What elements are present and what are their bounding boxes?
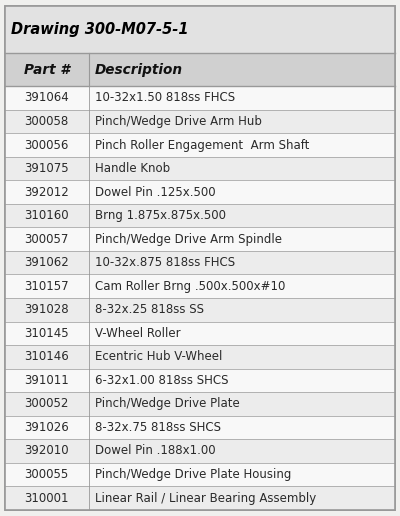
Text: Ecentric Hub V-Wheel: Ecentric Hub V-Wheel	[95, 350, 222, 363]
Bar	[5, 298, 395, 321]
Text: 10-32x.875 818ss FHCS: 10-32x.875 818ss FHCS	[95, 256, 235, 269]
Text: 300056: 300056	[24, 138, 69, 152]
Text: 310157: 310157	[24, 280, 69, 293]
Bar	[5, 110, 395, 133]
Text: 300057: 300057	[24, 233, 69, 246]
Text: 391011: 391011	[24, 374, 69, 387]
Bar	[5, 53, 395, 86]
Text: 300055: 300055	[25, 468, 69, 481]
Text: 8-32x.25 818ss SS: 8-32x.25 818ss SS	[95, 303, 204, 316]
Text: Linear Rail / Linear Bearing Assembly: Linear Rail / Linear Bearing Assembly	[95, 492, 316, 505]
Text: Pinch/Wedge Drive Arm Hub: Pinch/Wedge Drive Arm Hub	[95, 115, 262, 128]
Text: 310160: 310160	[24, 209, 69, 222]
Text: Part #: Part #	[24, 63, 70, 77]
Text: Brng 1.875x.875x.500: Brng 1.875x.875x.500	[95, 209, 226, 222]
Bar	[5, 86, 395, 110]
Text: 391028: 391028	[24, 303, 69, 316]
Bar	[5, 251, 395, 275]
Text: 391062: 391062	[24, 256, 69, 269]
Text: Dowel Pin .188x1.00: Dowel Pin .188x1.00	[95, 444, 215, 458]
Text: Pinch/Wedge Drive Arm Spindle: Pinch/Wedge Drive Arm Spindle	[95, 233, 282, 246]
Text: 10-32x1.50 818ss FHCS: 10-32x1.50 818ss FHCS	[95, 91, 235, 104]
Text: Pinch/Wedge Drive Plate: Pinch/Wedge Drive Plate	[95, 397, 240, 410]
Text: 391026: 391026	[24, 421, 69, 434]
Bar	[5, 463, 395, 486]
Bar	[5, 368, 395, 392]
Text: 392010: 392010	[24, 444, 69, 458]
Text: 391075: 391075	[24, 162, 69, 175]
Bar	[5, 6, 395, 53]
Text: Handle Knob: Handle Knob	[95, 162, 170, 175]
Text: Drawing 300-M07-5-1: Drawing 300-M07-5-1	[11, 22, 188, 37]
Text: 300058: 300058	[25, 115, 69, 128]
Bar	[5, 275, 395, 298]
Bar	[5, 157, 395, 180]
Bar	[5, 416, 395, 439]
Text: 310145: 310145	[24, 327, 69, 340]
Text: Dowel Pin .125x.500: Dowel Pin .125x.500	[95, 186, 215, 199]
Bar	[5, 345, 395, 368]
Bar	[5, 133, 395, 157]
Bar	[5, 392, 395, 416]
Text: Pinch/Wedge Drive Plate Housing: Pinch/Wedge Drive Plate Housing	[95, 468, 291, 481]
Bar	[5, 180, 395, 204]
Text: 391064: 391064	[24, 91, 69, 104]
Text: 8-32x.75 818ss SHCS: 8-32x.75 818ss SHCS	[95, 421, 221, 434]
Text: Pinch Roller Engagement  Arm Shaft: Pinch Roller Engagement Arm Shaft	[95, 138, 309, 152]
Bar	[5, 321, 395, 345]
Text: 392012: 392012	[24, 186, 69, 199]
Text: 310001: 310001	[24, 492, 69, 505]
Text: 300052: 300052	[24, 397, 69, 410]
Bar	[5, 228, 395, 251]
Text: 6-32x1.00 818ss SHCS: 6-32x1.00 818ss SHCS	[95, 374, 228, 387]
Text: 310146: 310146	[24, 350, 69, 363]
Text: Description: Description	[95, 63, 183, 77]
Bar	[5, 439, 395, 463]
Bar	[5, 204, 395, 228]
Text: Cam Roller Brng .500x.500x#10: Cam Roller Brng .500x.500x#10	[95, 280, 285, 293]
Bar	[5, 486, 395, 510]
Text: V-Wheel Roller: V-Wheel Roller	[95, 327, 180, 340]
